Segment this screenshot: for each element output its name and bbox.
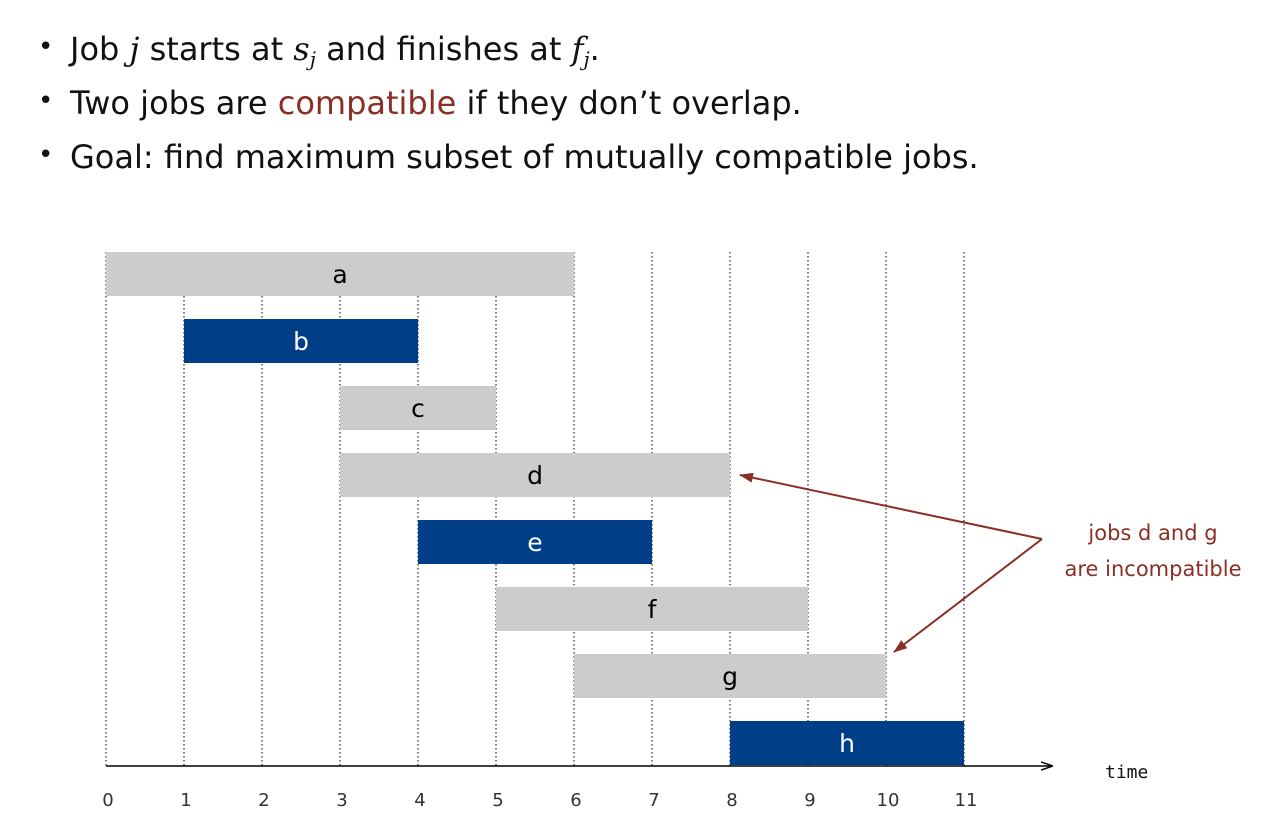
job-label-g: g bbox=[722, 662, 738, 691]
bullet-icon: • bbox=[38, 86, 54, 116]
tick-label-2: 2 bbox=[258, 790, 269, 811]
compatible-highlight: compatible bbox=[277, 84, 457, 122]
tick-label-6: 6 bbox=[570, 790, 581, 811]
job-bar-e bbox=[418, 520, 652, 564]
job-bar-a bbox=[106, 252, 574, 296]
job-bar-d bbox=[340, 453, 730, 497]
tick-label-1: 1 bbox=[180, 790, 191, 811]
bullet-icon: • bbox=[38, 140, 54, 170]
tick-label-8: 8 bbox=[726, 790, 737, 811]
annotation-line-1: jobs d and g bbox=[1087, 521, 1217, 545]
var-j: j bbox=[129, 30, 140, 68]
arrow-to-d bbox=[739, 472, 1043, 540]
job-bar-b bbox=[184, 319, 418, 363]
job-bar-f bbox=[496, 587, 808, 631]
bullet-icon: • bbox=[38, 32, 54, 62]
job-label-h: h bbox=[839, 729, 855, 758]
tick-label-10: 10 bbox=[877, 790, 900, 811]
job-label-b: b bbox=[293, 327, 309, 356]
bullet-compatible: • Two jobs are compatible if they don’t o… bbox=[38, 76, 979, 130]
arrow-to-g bbox=[893, 538, 1043, 653]
var-s: sj bbox=[293, 30, 316, 71]
job-label-c: c bbox=[411, 394, 425, 423]
tick-label-7: 7 bbox=[648, 790, 659, 811]
job-label-f: f bbox=[648, 595, 658, 624]
tick-label-0: 0 bbox=[102, 790, 113, 811]
tick-label-4: 4 bbox=[414, 790, 425, 811]
job-bars: a b c d e f g h bbox=[106, 252, 964, 765]
incompatibility-annotation: jobs d and g are incompatible bbox=[739, 472, 1242, 653]
job-bar-g bbox=[574, 654, 886, 698]
axis-label-time: time bbox=[1105, 762, 1148, 783]
bullet-goal: • Goal: find maximum subset of mutually c… bbox=[38, 130, 979, 184]
tick-label-9: 9 bbox=[804, 790, 815, 811]
job-label-d: d bbox=[527, 461, 543, 490]
tick-label-3: 3 bbox=[336, 790, 347, 811]
bullet-job-definition: • Job j starts at sj and finishes at fj. bbox=[38, 22, 979, 76]
tick-label-11: 11 bbox=[955, 790, 978, 811]
time-axis: 0 1 2 3 4 5 6 7 8 9 10 11 time bbox=[102, 762, 1148, 811]
tick-label-5: 5 bbox=[492, 790, 503, 811]
job-label-a: a bbox=[332, 260, 347, 289]
job-bar-h bbox=[730, 721, 964, 765]
annotation-line-2: are incompatible bbox=[1065, 557, 1242, 581]
job-label-e: e bbox=[527, 528, 542, 557]
var-f: fj bbox=[571, 30, 590, 71]
job-bar-c bbox=[340, 386, 496, 430]
bullet-list: • Job j starts at sj and finishes at fj. … bbox=[38, 22, 979, 184]
